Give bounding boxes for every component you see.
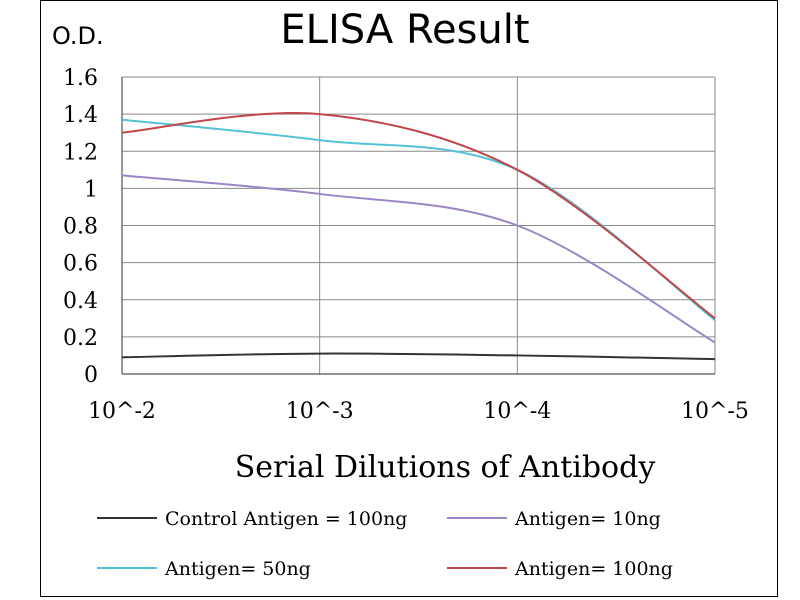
y-tick-label: 1.2 — [63, 140, 98, 165]
y-tick-label: 1 — [84, 177, 98, 202]
y-axis-label: O.D. — [52, 22, 104, 50]
grid-lines — [121, 76, 716, 375]
chart-frame — [40, 0, 778, 597]
series-line — [121, 174, 716, 344]
legend: Control Antigen = 100ng Antigen= 10ng Anti… — [97, 508, 673, 580]
x-tick-label: 10^-3 — [286, 399, 354, 424]
series-line — [121, 352, 716, 361]
legend-label: Control Antigen = 100ng — [165, 508, 407, 530]
series-line — [121, 112, 716, 320]
x-tick-label: 10^-2 — [88, 399, 156, 424]
y-tick-label: 0.4 — [63, 289, 98, 314]
x-axis-label: Serial Dilutions of Antibody — [235, 450, 656, 485]
legend-label: Antigen= 10ng — [514, 508, 661, 530]
x-tick-label: 10^-4 — [483, 399, 551, 424]
y-tick-label: 1.4 — [63, 103, 98, 128]
y-tick-label: 0.2 — [63, 326, 98, 351]
y-tick-label: 0.8 — [63, 215, 98, 240]
y-tick-label: 0.6 — [63, 252, 98, 277]
legend-label: Antigen= 100ng — [514, 558, 673, 580]
chart-title: ELISA Result — [280, 7, 529, 53]
x-tick-labels: 10^-2 10^-3 10^-4 10^-5 — [88, 399, 749, 424]
y-tick-labels: 0 0.2 0.4 0.6 0.8 1 1.2 1.4 1.6 — [63, 66, 98, 388]
y-tick-label: 0 — [84, 363, 98, 388]
x-tick-label: 10^-5 — [681, 399, 749, 424]
legend-label: Antigen= 50ng — [164, 558, 311, 580]
series-lines — [121, 112, 716, 361]
series-line — [121, 118, 716, 321]
y-tick-label: 1.6 — [63, 66, 98, 91]
